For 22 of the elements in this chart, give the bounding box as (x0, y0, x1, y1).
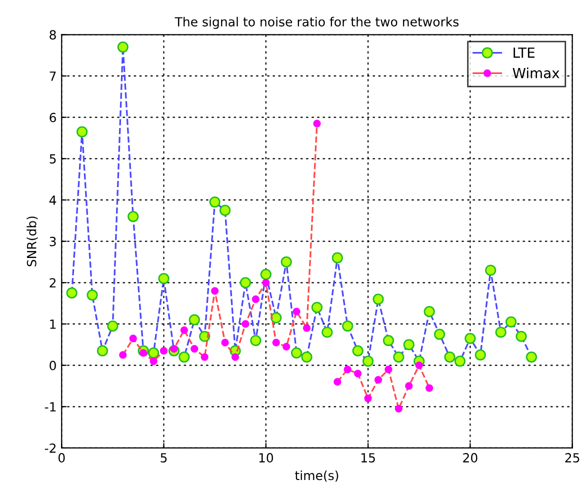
x-tick-label: 20 (463, 453, 478, 463)
y-tick-label: 2 (50, 278, 56, 288)
y-tick-label: 0 (50, 360, 56, 370)
y-tick-label: 6 (50, 112, 56, 122)
y-tick-label: 4 (49, 196, 56, 205)
y-axis-title: SNR(db) (26, 216, 38, 266)
y-tick-label: 5 (50, 154, 56, 164)
x-tick-label: 15 (361, 453, 375, 463)
y-tick-label: 8 (50, 30, 56, 40)
legend-label: LTE (514, 48, 534, 58)
y-tick-label: 1 (50, 320, 56, 329)
y-tick-label: 7 (50, 72, 56, 81)
y-tick-label: 3 (50, 236, 56, 246)
x-tick-label: 25 (565, 453, 580, 463)
x-tick-label: 10 (259, 453, 274, 463)
x-tick-label: 0 (58, 453, 65, 463)
y-tick-label: -1 (44, 402, 56, 412)
legend-label: Wimax (512, 68, 560, 78)
y-tick-label: -2 (44, 443, 56, 453)
x-tick-label: 5 (160, 453, 167, 463)
x-axis-title: time(s) (295, 470, 338, 482)
chart-title: The signal to noise ratio for the two networks (174, 16, 459, 29)
